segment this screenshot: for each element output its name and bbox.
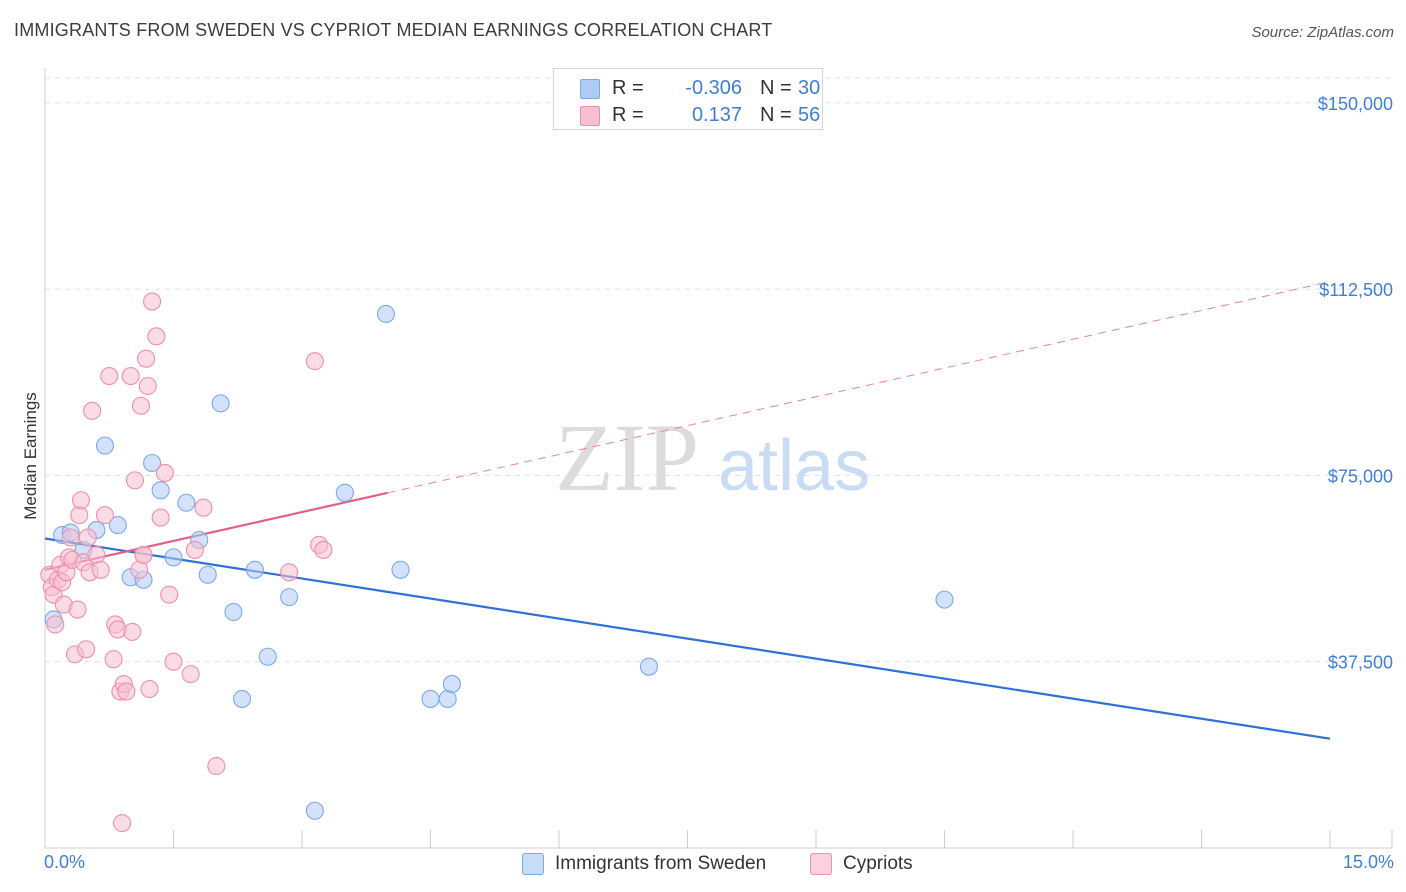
legend-swatch-sweden	[580, 79, 600, 99]
data-point-cypriots	[104, 650, 123, 669]
data-point-cypriots	[130, 560, 149, 579]
data-point-cypriots	[194, 498, 213, 517]
correlation-legend: R = -0.306 N = 30 R = 0.137 N = 56	[553, 68, 823, 130]
data-point-sweden	[224, 602, 243, 622]
data-point-cypriots	[131, 396, 150, 415]
trendline-sweden	[44, 537, 1331, 740]
data-point-cypriots	[123, 622, 142, 641]
legend-r-label: R =	[612, 77, 644, 99]
data-point-sweden	[935, 590, 954, 609]
data-point-cypriots	[151, 508, 170, 527]
data-point-sweden	[421, 689, 440, 709]
data-point-sweden	[232, 689, 252, 709]
data-point-sweden	[376, 304, 396, 324]
source-credit: Source: ZipAtlas.com	[1251, 24, 1394, 41]
tick-labels: $37,500 $75,000 $112,500 $150,000	[1318, 94, 1393, 673]
x-tick-max: 15.0%	[1342, 852, 1394, 872]
y-axis-label: Median Earnings	[21, 392, 40, 520]
data-point-cypriots	[181, 665, 200, 684]
watermark-atlas: atlas	[718, 426, 870, 506]
data-point-cypriots	[143, 292, 162, 311]
data-point-cypriots	[91, 560, 110, 579]
axes	[44, 68, 1393, 849]
legend-swatch-sweden	[522, 853, 544, 875]
legend-n-value: 56	[798, 104, 821, 126]
data-point-sweden	[391, 560, 410, 579]
data-point-cypriots	[95, 506, 115, 525]
legend-n-label: N =	[760, 77, 792, 99]
y-tick-label: $150,000	[1318, 94, 1393, 114]
data-point-cypriots	[140, 679, 159, 699]
legend-label-cypriots: Cypriots	[843, 853, 913, 874]
data-point-cypriots	[70, 506, 89, 525]
data-point-sweden	[258, 647, 277, 666]
y-tick-label: $37,500	[1328, 653, 1393, 673]
data-point-cypriots	[164, 652, 183, 671]
data-point-cypriots	[160, 585, 179, 604]
data-point-sweden	[151, 481, 170, 500]
data-point-cypriots	[71, 491, 91, 510]
data-point-sweden	[335, 483, 354, 502]
data-point-cypriots	[314, 540, 333, 559]
data-point-cypriots	[185, 540, 204, 559]
legend-swatch-cypriots	[810, 853, 832, 875]
data-point-cypriots	[77, 640, 96, 659]
data-point-cypriots	[78, 528, 97, 547]
data-point-sweden	[211, 394, 230, 413]
data-point-sweden	[438, 689, 457, 709]
watermark-zip: ZIP	[555, 404, 699, 511]
data-point-cypriots	[134, 545, 153, 564]
data-point-sweden	[95, 436, 115, 455]
data-point-cypriots	[87, 545, 106, 564]
legend-r-label: R =	[612, 104, 644, 126]
data-point-sweden	[177, 493, 196, 512]
data-point-sweden	[143, 453, 162, 473]
legend-label-sweden: Immigrants from Sweden	[555, 853, 767, 874]
data-point-sweden	[639, 657, 659, 676]
data-point-cypriots	[125, 471, 144, 490]
data-point-cypriots	[305, 352, 324, 371]
data-point-sweden	[108, 516, 127, 535]
trendline-cypriots-extension	[387, 281, 1331, 494]
data-point-cypriots	[100, 367, 119, 386]
legend-n-value: 30	[798, 77, 821, 99]
data-point-cypriots	[207, 756, 226, 776]
x-tick-min: 0.0%	[44, 852, 86, 872]
data-point-sweden	[198, 565, 217, 584]
legend-r-value: 0.137	[691, 104, 742, 126]
data-point-cypriots	[117, 682, 136, 701]
chart-title: IMMIGRANTS FROM SWEDEN VS CYPRIOT MEDIAN…	[14, 20, 773, 40]
data-points	[40, 292, 954, 833]
data-point-cypriots	[155, 463, 174, 482]
legend-swatch-cypriots	[580, 106, 600, 126]
y-tick-label: $112,500	[1319, 280, 1393, 300]
data-point-sweden	[245, 560, 264, 579]
data-point-sweden	[280, 588, 299, 607]
data-point-sweden	[305, 801, 324, 820]
data-point-cypriots	[121, 367, 140, 386]
y-tick-label: $75,000	[1328, 466, 1393, 486]
data-point-cypriots	[46, 615, 65, 634]
data-point-cypriots	[68, 600, 87, 619]
data-point-cypriots	[138, 376, 157, 396]
legend-n-label: N =	[760, 104, 792, 126]
data-point-cypriots	[113, 814, 132, 833]
data-point-cypriots	[137, 349, 156, 368]
data-point-cypriots	[61, 528, 80, 547]
data-point-cypriots	[280, 563, 299, 582]
legend-r-value: -0.306	[685, 77, 742, 99]
data-point-cypriots	[83, 401, 102, 420]
data-point-cypriots	[147, 327, 166, 346]
data-point-sweden	[164, 548, 183, 567]
data-point-sweden	[442, 675, 461, 694]
